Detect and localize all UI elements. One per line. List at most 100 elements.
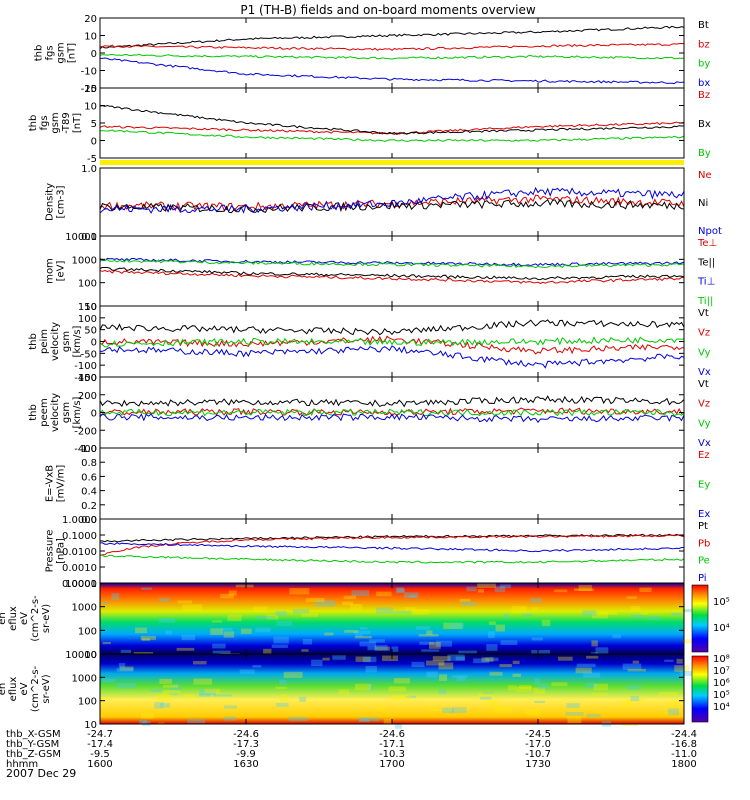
orbit-value: 1630 xyxy=(233,759,258,770)
heatmap-cell xyxy=(477,583,496,588)
y-tick-label: 10000 xyxy=(65,650,97,661)
y-tick-label: 1000 xyxy=(72,255,97,266)
legend-black: Bx xyxy=(698,119,711,130)
legend-black: Te|| xyxy=(697,257,715,268)
heatmap-cell xyxy=(350,604,363,610)
heatmap-cell xyxy=(292,609,310,614)
heatmap-cell xyxy=(280,694,287,702)
heatmap-cell xyxy=(154,702,164,709)
heatmap-cell xyxy=(223,631,235,638)
heatmap-cell xyxy=(507,685,517,691)
panel-temperature: Te⊥ Te|| Ti⊥ Ti|| 10000 1000 100 10 mom[eV] xyxy=(45,232,718,313)
series-line-blue xyxy=(99,257,685,267)
orbit-value: 1800 xyxy=(671,759,696,770)
heatmap-cell xyxy=(531,637,544,641)
legend-red: Ne xyxy=(698,170,712,181)
heatmap-cell xyxy=(182,693,195,699)
heatmap-cell xyxy=(622,663,642,670)
y-tick-label: 0.2 xyxy=(81,501,97,512)
legend-red: Te⊥ xyxy=(697,238,717,249)
heatmap-cell xyxy=(358,717,370,723)
y-tick-label: 20 xyxy=(84,14,97,25)
y-axis-label: thbpeimvelocitygsm[km/s] xyxy=(28,322,83,361)
heatmap-cell xyxy=(682,639,692,644)
heatmap-cell xyxy=(301,613,319,617)
heatmap-cell xyxy=(592,612,609,619)
panel-density: Ne Ni Npot 1.0 0.1 Density[cm-3] xyxy=(45,164,722,243)
heatmap-cell xyxy=(163,684,179,688)
heatmap-cell xyxy=(355,634,363,637)
colorbar-tick-label: 10⁷ xyxy=(713,666,730,677)
heatmap-cell xyxy=(421,649,440,652)
heatmap-cell xyxy=(266,614,279,620)
orbit-axis: thb_X-GSM -24.7 -24.6 -24.6 -24.5 -24.4 thb_Y-… xyxy=(6,729,697,770)
heatmap-cell xyxy=(276,621,293,626)
heatmap-cell xyxy=(586,713,601,718)
y-axis-label-line: (cm^2-s- xyxy=(30,665,41,712)
y-tick-label: 0 xyxy=(91,338,97,349)
y-axis-label-line: eV xyxy=(19,682,30,695)
y-axis-label-line: Density xyxy=(45,183,56,221)
heatmap-cell xyxy=(255,627,271,633)
heatmap-cell xyxy=(438,674,448,681)
heatmap-cell xyxy=(301,649,309,652)
heatmap-cell xyxy=(221,627,233,631)
y-axis-label-line: en xyxy=(0,612,8,625)
y-axis-label-line: velocity xyxy=(50,322,61,361)
panel-peem-velocity: Vt Vz Vy Vx 400 200 0 -200 -400 thbpeemvelocitygs… xyxy=(28,373,711,455)
heatmap-cell xyxy=(583,672,601,678)
heatmap-cell xyxy=(418,634,439,637)
y-axis-label: mom[eV] xyxy=(45,258,67,284)
heatmap-cell xyxy=(135,627,148,634)
heatmap-cell xyxy=(595,647,609,655)
series-line-green xyxy=(99,53,685,60)
heatmap-cell xyxy=(378,704,385,711)
heatmap-cell xyxy=(160,702,171,708)
heatmap-cell xyxy=(302,638,312,645)
y-tick-label: 0.6 xyxy=(81,472,97,483)
heatmap-cell xyxy=(524,709,541,715)
orbit-value: -17.4 xyxy=(87,739,113,750)
y-tick-label: 100 xyxy=(78,279,97,290)
heatmap-cell xyxy=(428,641,441,649)
heatmap-cell xyxy=(393,610,412,614)
y-tick-label: 0 xyxy=(91,409,97,420)
legend-green: Vy xyxy=(698,418,711,429)
heatmap-cell xyxy=(359,641,377,647)
heatmap-cell xyxy=(493,706,513,713)
heatmap-cell xyxy=(680,608,690,612)
heatmap-cell xyxy=(627,668,646,672)
y-tick-label: 1.0000 xyxy=(62,515,97,526)
orbit-value: 1730 xyxy=(525,759,550,770)
heatmap-cell xyxy=(426,671,438,678)
heatmap-cell xyxy=(138,719,147,724)
heatmap-cell xyxy=(176,647,195,651)
heatmap-cell xyxy=(169,691,179,696)
y-axis-label-line: gsm xyxy=(61,402,72,423)
heatmap-cell xyxy=(393,678,410,684)
y-axis-label-line: thb xyxy=(28,115,39,132)
heatmap-cell xyxy=(390,694,411,700)
heatmap-cell xyxy=(671,612,683,616)
colorbar-tick-label: 10⁵ xyxy=(713,597,730,608)
heatmap-cell xyxy=(566,703,580,709)
y-axis-label-line: [nT] xyxy=(72,113,83,133)
orbit-value: -10.7 xyxy=(525,749,551,760)
panel-fgs: Bt bz by bx 20 10 0 -10 -20 thbfgsgsm[nT] xyxy=(34,14,711,95)
y-axis-label-line: thb xyxy=(28,404,39,421)
y-axis-label-line: eflux xyxy=(8,606,19,631)
heatmap-cell xyxy=(541,619,551,627)
y-axis-label-line: peim xyxy=(39,329,50,354)
y-tick-label: -150 xyxy=(74,373,97,384)
heatmap-cell xyxy=(483,692,494,695)
y-tick-label: -50 xyxy=(81,349,97,360)
heatmap-cell xyxy=(165,630,173,635)
legend-green: By xyxy=(698,148,711,159)
heatmap-cell xyxy=(181,634,196,641)
heatmap-cell xyxy=(211,620,222,623)
legend-green: Ti|| xyxy=(697,296,713,307)
y-tick-label: 15 xyxy=(84,84,97,95)
series-line-green xyxy=(99,554,685,564)
heatmap-cell xyxy=(388,686,406,692)
